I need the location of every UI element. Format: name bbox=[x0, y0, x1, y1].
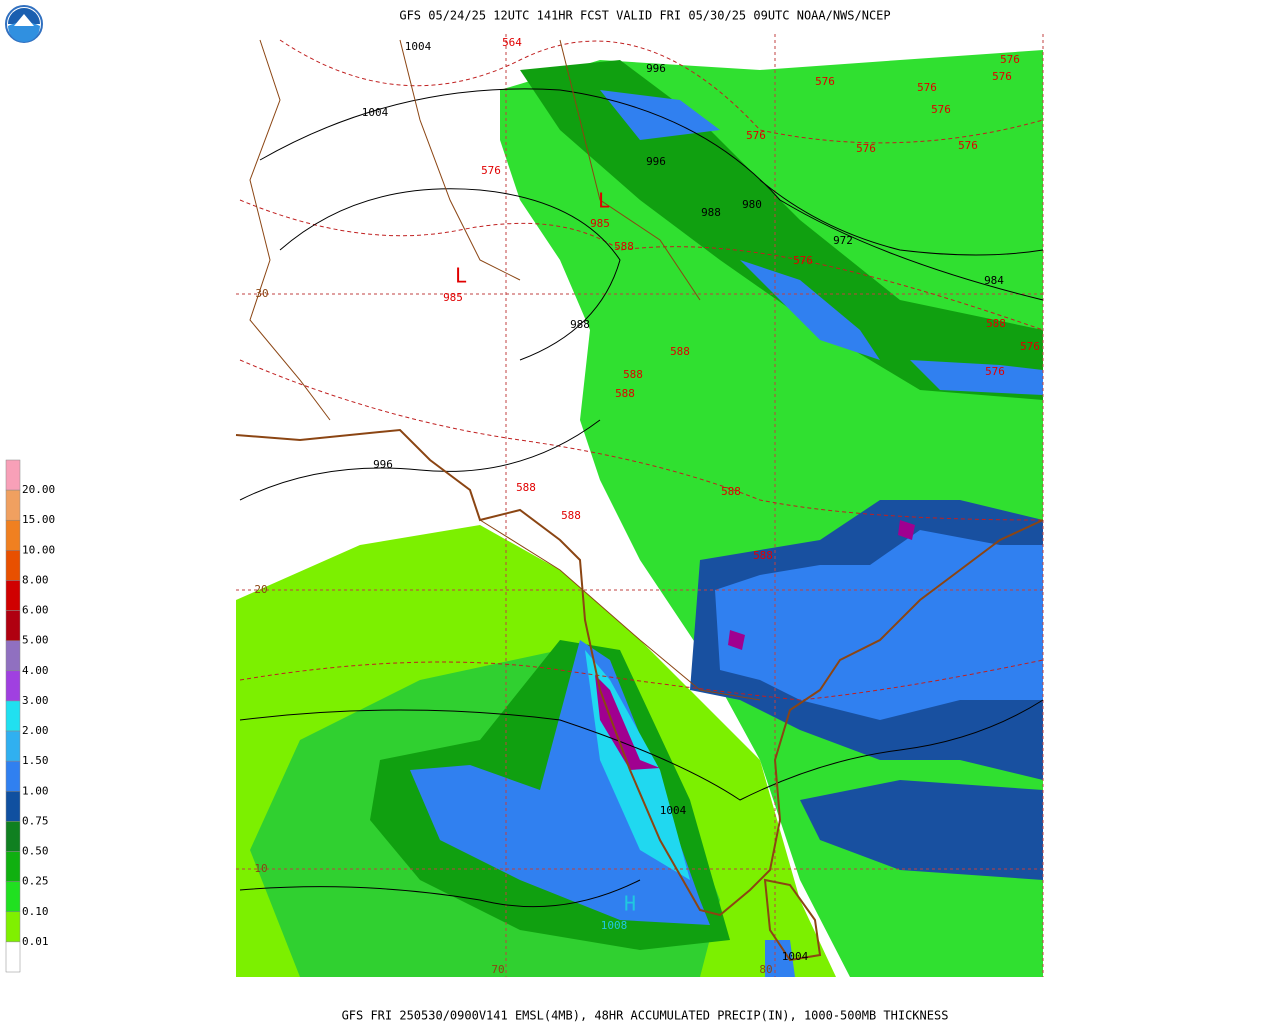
thickness-label: 588 bbox=[615, 387, 635, 400]
thickness-contours bbox=[239, 39, 1044, 701]
legend-label: 10.00 bbox=[22, 543, 55, 556]
map-labels: 30 20 10 70 80 1004 1004 996 996 988 980 972 988 996 1… bbox=[254, 36, 1040, 976]
pressure-center-value: 1008 bbox=[601, 919, 628, 932]
legend-label: 5.00 bbox=[22, 634, 49, 647]
pressure-center-value: 985 bbox=[590, 217, 610, 230]
legend-swatch bbox=[5, 941, 21, 973]
isobar-label: 1004 bbox=[782, 950, 809, 963]
isobar-label: 980 bbox=[742, 198, 762, 211]
precip-magenta bbox=[595, 520, 915, 770]
legend-label: 2.00 bbox=[22, 724, 49, 737]
grid-lines bbox=[236, 34, 1044, 977]
thickness-label: 576 bbox=[1000, 53, 1020, 66]
legend-swatch bbox=[5, 489, 21, 521]
legend-label: 20.00 bbox=[22, 483, 55, 496]
legend-swatch bbox=[5, 881, 21, 913]
thickness-label: 576 bbox=[985, 365, 1005, 378]
legend-label: 8.00 bbox=[22, 573, 49, 586]
legend-label: 4.00 bbox=[22, 664, 49, 677]
isobar-label: 996 bbox=[373, 458, 393, 471]
legend-label: 15.00 bbox=[22, 513, 55, 526]
pressure-center-symbol: L bbox=[455, 264, 467, 288]
grid-label: 80 bbox=[759, 963, 772, 976]
grid-label: 30 bbox=[255, 287, 268, 300]
thickness-label: 588 bbox=[623, 368, 643, 381]
legend-label: 1.50 bbox=[22, 754, 49, 767]
legend-label: 0.25 bbox=[22, 875, 49, 888]
thickness-label: 576 bbox=[931, 103, 951, 116]
thickness-label: 588 bbox=[721, 485, 741, 498]
thickness-label: 588 bbox=[753, 549, 773, 562]
borders bbox=[249, 39, 761, 701]
isobar-label: 1004 bbox=[362, 106, 389, 119]
legend-swatch bbox=[5, 851, 21, 882]
coastline bbox=[235, 428, 1044, 962]
grid-label: 20 bbox=[254, 583, 267, 596]
grid-label: 70 bbox=[491, 963, 504, 976]
pressure-center-symbol: H bbox=[624, 892, 636, 916]
legend-swatch bbox=[5, 760, 21, 792]
isobar-label: 988 bbox=[701, 206, 721, 219]
legend-label: 1.00 bbox=[22, 784, 49, 797]
legend-swatch bbox=[5, 821, 21, 852]
title: GFS 05/24/25 12UTC 141HR FCST VALID FRI … bbox=[399, 9, 890, 23]
thickness-label: 576 bbox=[856, 142, 876, 155]
thickness-label: 576 bbox=[958, 139, 978, 152]
legend-swatch bbox=[5, 791, 21, 822]
legend-label: 0.50 bbox=[22, 845, 49, 858]
grid-label: 10 bbox=[254, 862, 267, 875]
legend-swatch bbox=[5, 610, 21, 641]
thickness-label: 576 bbox=[746, 129, 766, 142]
caption: GFS FRI 250530/0900V141 EMSL(4MB), 48HR … bbox=[342, 1009, 949, 1023]
thickness-label: 576 bbox=[917, 81, 937, 94]
thickness-label: 588 bbox=[986, 317, 1006, 330]
legend-swatch bbox=[5, 580, 21, 611]
legend-swatch bbox=[5, 700, 21, 732]
thickness-label: 576 bbox=[1020, 340, 1040, 353]
legend-swatch bbox=[5, 911, 21, 943]
legend-label: 0.75 bbox=[22, 814, 49, 827]
thickness-label: 576 bbox=[481, 164, 501, 177]
isobar-label: 996 bbox=[646, 62, 666, 75]
thickness-label: 588 bbox=[670, 345, 690, 358]
thickness-label: 576 bbox=[815, 75, 835, 88]
legend-swatch bbox=[5, 550, 21, 581]
isobar-label: 996 bbox=[646, 155, 666, 168]
isobar-label: 984 bbox=[984, 274, 1004, 287]
precip-dark-blue bbox=[800, 780, 1043, 880]
thickness-label: 564 bbox=[502, 36, 522, 49]
precip-dark-green bbox=[520, 60, 1043, 400]
legend-label: 3.00 bbox=[22, 694, 49, 707]
precip-blue bbox=[715, 530, 1043, 720]
legend-label: 0.01 bbox=[22, 935, 49, 948]
thickness-label: 576 bbox=[992, 70, 1012, 83]
thickness-label: 588 bbox=[516, 481, 536, 494]
thickness-label: 576 bbox=[793, 254, 813, 267]
legend: 20.00 15.00 10.00 8.00 6.00 5.00 4.00 3.00 2.00 1… bbox=[5, 459, 55, 973]
precip-blue bbox=[410, 640, 710, 925]
noaa-logo bbox=[5, 5, 43, 43]
isobar-label: 1004 bbox=[405, 40, 432, 53]
isobar-label: 988 bbox=[570, 318, 590, 331]
legend-swatch bbox=[5, 640, 21, 672]
thickness-label: 588 bbox=[614, 240, 634, 253]
pressure-center-value: 985 bbox=[443, 291, 463, 304]
map-area bbox=[235, 34, 1044, 977]
isobar-label: 972 bbox=[833, 234, 853, 247]
legend-swatch bbox=[5, 459, 21, 491]
legend-label: 6.00 bbox=[22, 604, 49, 617]
legend-swatch bbox=[5, 670, 21, 702]
legend-swatch bbox=[5, 730, 21, 762]
legend-swatch bbox=[5, 519, 21, 551]
thickness-label: 588 bbox=[561, 509, 581, 522]
isobars bbox=[239, 88, 1044, 908]
pressure-center-symbol: L bbox=[598, 189, 610, 213]
legend-label: 0.10 bbox=[22, 905, 49, 918]
isobar-label: 1004 bbox=[660, 804, 687, 817]
